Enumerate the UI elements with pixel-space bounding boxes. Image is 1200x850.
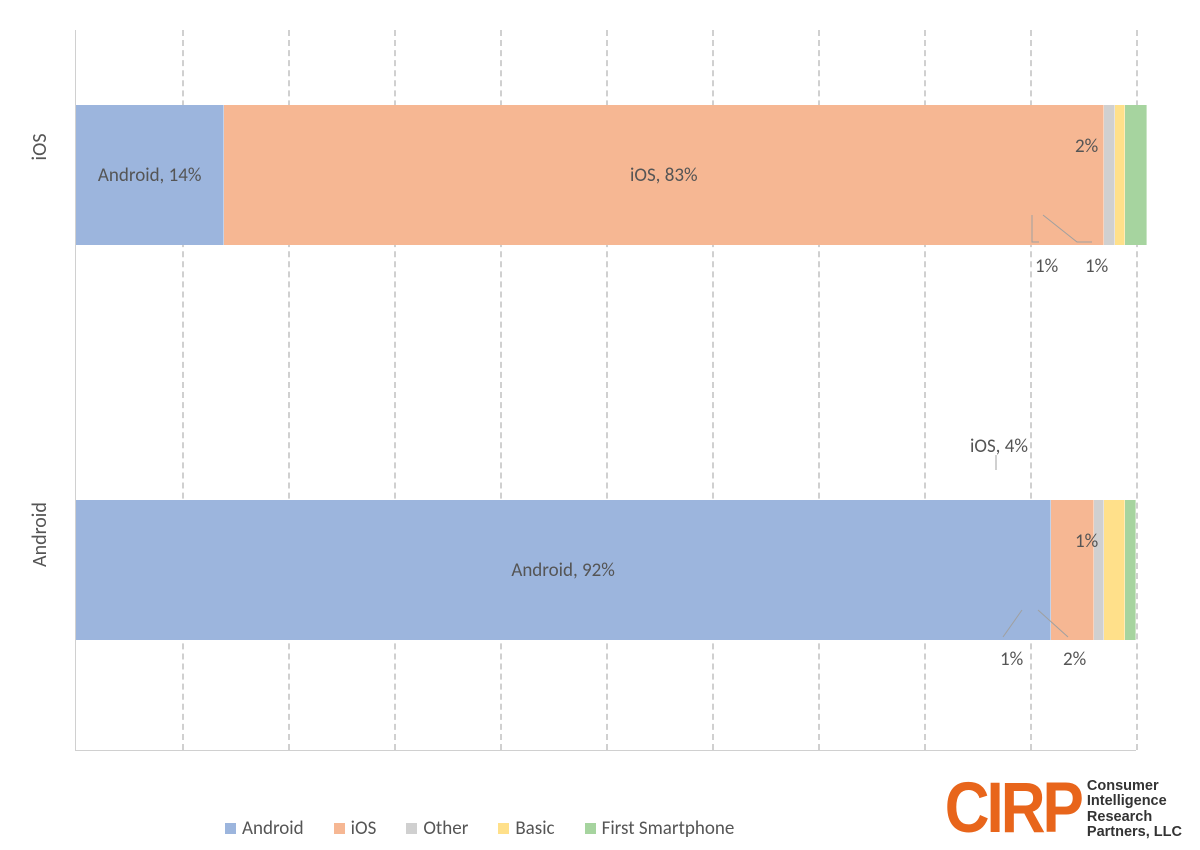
- bar-segment: [1125, 105, 1146, 245]
- callout-label: iOS, 4%: [970, 435, 1028, 458]
- bar-segment: Android, 14%: [76, 105, 224, 245]
- callout-label: 2%: [1063, 648, 1086, 671]
- legend-item: First Smartphone: [585, 817, 735, 840]
- bar-segment: iOS, 83%: [224, 105, 1104, 245]
- y-axis-label-android: Android: [28, 517, 52, 567]
- cirp-logo: CIRP Consumer Intelligence Research Part…: [945, 779, 1182, 840]
- legend: Android iOS Other Basic First Smartphone: [225, 817, 734, 840]
- bar-segment: [1051, 500, 1093, 640]
- logo-line: Intelligence: [1087, 794, 1182, 809]
- bar-segment: [1115, 105, 1126, 245]
- legend-label: First Smartphone: [602, 817, 735, 840]
- legend-label: Basic: [515, 817, 554, 840]
- legend-label: iOS: [351, 817, 377, 840]
- callout-label: 1%: [1000, 648, 1023, 671]
- callout-label: 1%: [1075, 530, 1098, 553]
- legend-label: Other: [423, 817, 468, 840]
- legend-item: iOS: [334, 817, 377, 840]
- bar-segment: [1104, 500, 1125, 640]
- callout-label: 2%: [1075, 135, 1098, 158]
- bar-row: Android, 14%iOS, 83%: [76, 105, 1147, 245]
- legend-item: Android: [225, 817, 304, 840]
- legend-item: Other: [406, 817, 468, 840]
- logo-line: Research: [1087, 810, 1182, 825]
- chart-container: Android, 14%iOS, 83% Android, 92% iOS And…: [0, 0, 1200, 850]
- bar-row: Android, 92%: [76, 500, 1136, 640]
- bar-segment: [1104, 105, 1115, 245]
- callout-label: 1%: [1085, 255, 1108, 278]
- bar-segment: [1125, 500, 1136, 640]
- legend-swatch: [334, 823, 345, 834]
- logo-line: Partners, LLC: [1087, 825, 1182, 840]
- logo-subtext: Consumer Intelligence Research Partners,…: [1087, 779, 1182, 840]
- legend-label: Android: [242, 817, 304, 840]
- bar-segment: Android, 92%: [76, 500, 1051, 640]
- bar-segment: [1094, 500, 1105, 640]
- logo-line: Consumer: [1087, 779, 1182, 794]
- legend-swatch: [406, 823, 417, 834]
- y-axis-label-ios: iOS: [28, 122, 52, 172]
- legend-item: Basic: [498, 817, 554, 840]
- plot-area: Android, 14%iOS, 83% Android, 92%: [75, 30, 1136, 751]
- callout-label: 1%: [1035, 255, 1058, 278]
- legend-swatch: [225, 823, 236, 834]
- legend-swatch: [498, 823, 509, 834]
- logo-acronym: CIRP: [945, 779, 1081, 840]
- legend-swatch: [585, 823, 596, 834]
